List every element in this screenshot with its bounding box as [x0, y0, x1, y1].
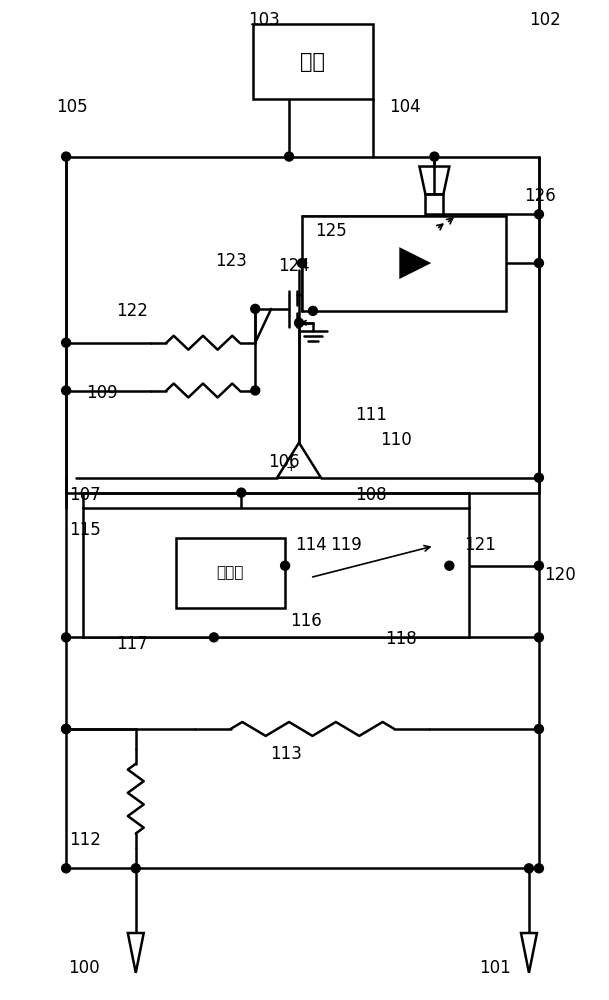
Text: 101: 101 — [479, 959, 511, 977]
Text: 107: 107 — [69, 486, 100, 504]
Text: 113: 113 — [270, 745, 302, 763]
Text: 104: 104 — [390, 98, 421, 116]
Text: +: + — [286, 461, 297, 474]
Circle shape — [62, 864, 71, 873]
Circle shape — [62, 724, 71, 733]
Circle shape — [281, 561, 289, 570]
Text: 102: 102 — [529, 11, 561, 29]
Text: 103: 103 — [248, 11, 280, 29]
Text: 108: 108 — [355, 486, 386, 504]
Circle shape — [535, 633, 543, 642]
Circle shape — [524, 864, 533, 873]
Polygon shape — [521, 933, 537, 973]
Text: 115: 115 — [69, 521, 101, 539]
Circle shape — [284, 152, 294, 161]
Circle shape — [251, 304, 259, 313]
Circle shape — [535, 259, 543, 268]
Text: 125: 125 — [315, 222, 347, 240]
Circle shape — [62, 633, 71, 642]
Circle shape — [62, 152, 71, 161]
Text: 112: 112 — [69, 831, 101, 849]
Text: 120: 120 — [544, 566, 576, 584]
Circle shape — [535, 210, 543, 219]
Circle shape — [445, 561, 454, 570]
Text: 114: 114 — [295, 536, 327, 554]
Circle shape — [62, 724, 71, 733]
Text: 117: 117 — [116, 635, 147, 653]
Circle shape — [535, 561, 543, 570]
Circle shape — [62, 386, 71, 395]
Text: 121: 121 — [464, 536, 496, 554]
Circle shape — [309, 306, 317, 315]
Polygon shape — [128, 933, 144, 973]
Text: 110: 110 — [379, 431, 412, 449]
Circle shape — [62, 338, 71, 347]
Circle shape — [535, 864, 543, 873]
FancyBboxPatch shape — [83, 508, 470, 637]
FancyBboxPatch shape — [253, 24, 373, 99]
Text: 124: 124 — [278, 257, 310, 275]
Circle shape — [535, 724, 543, 733]
Text: 122: 122 — [116, 302, 148, 320]
Text: 稳压器: 稳压器 — [217, 565, 244, 580]
Text: 105: 105 — [56, 98, 88, 116]
Text: 111: 111 — [355, 406, 387, 424]
Text: 109: 109 — [86, 384, 118, 402]
Circle shape — [535, 473, 543, 482]
Polygon shape — [401, 249, 429, 277]
FancyBboxPatch shape — [426, 194, 443, 214]
Circle shape — [430, 152, 439, 161]
FancyBboxPatch shape — [302, 216, 506, 311]
Circle shape — [237, 488, 246, 497]
Text: 116: 116 — [290, 612, 322, 630]
Circle shape — [295, 318, 303, 327]
Text: 126: 126 — [524, 187, 556, 205]
Circle shape — [209, 633, 219, 642]
Circle shape — [132, 864, 140, 873]
FancyBboxPatch shape — [175, 538, 285, 608]
Text: 123: 123 — [216, 252, 247, 270]
Text: 100: 100 — [68, 959, 100, 977]
Text: 118: 118 — [385, 630, 417, 648]
Circle shape — [298, 259, 306, 268]
Text: 119: 119 — [330, 536, 362, 554]
Circle shape — [251, 386, 259, 395]
Text: 106: 106 — [268, 453, 300, 471]
Text: 电源: 电源 — [300, 52, 325, 72]
